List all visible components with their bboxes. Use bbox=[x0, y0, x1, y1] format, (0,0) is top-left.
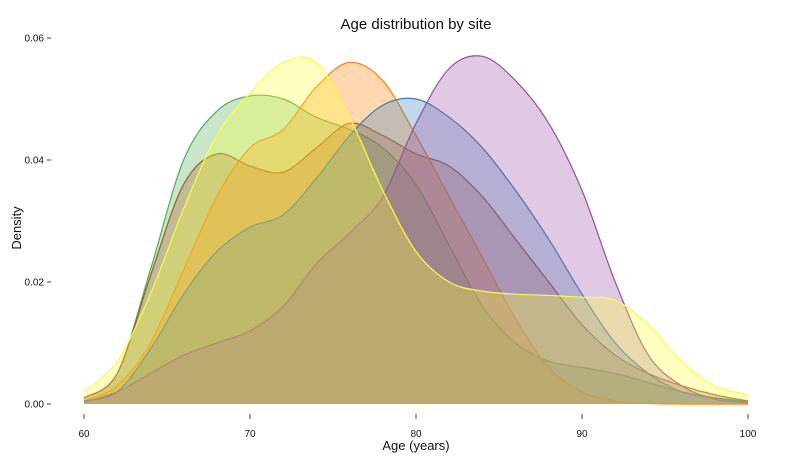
x-axis: 60 70 80 90 100 bbox=[78, 414, 757, 440]
x-tick-label-100: 100 bbox=[740, 429, 757, 440]
density-line-4 bbox=[83, 97, 749, 403]
x-tick-label-80: 80 bbox=[410, 429, 422, 440]
density-area-2 bbox=[84, 123, 748, 404]
density-area-3 bbox=[84, 62, 748, 404]
density-area-1 bbox=[84, 95, 748, 405]
y-axis-label: Density bbox=[9, 206, 24, 250]
density-line-1 bbox=[83, 94, 749, 402]
density-area-5 bbox=[84, 55, 748, 405]
density-line-6 bbox=[83, 56, 749, 396]
y-tick-label-0.02: 0.02 bbox=[25, 278, 45, 289]
y-tick-label-0.00: 0.00 bbox=[25, 400, 45, 411]
x-tick-label-60: 60 bbox=[78, 429, 90, 440]
density-line-5 bbox=[83, 55, 749, 404]
y-axis: 0.00 0.02 0.04 0.06 bbox=[25, 34, 51, 411]
x-axis-label: Age (years) bbox=[382, 438, 449, 453]
density-line-3 bbox=[83, 61, 748, 405]
density-areas bbox=[83, 55, 749, 405]
chart-title: Age distribution by site bbox=[341, 16, 492, 33]
x-tick-label-90: 90 bbox=[576, 429, 588, 440]
x-tick-label-70: 70 bbox=[244, 429, 256, 440]
y-tick-label-0.06: 0.06 bbox=[25, 34, 45, 45]
density-area-6 bbox=[84, 56, 748, 405]
density-line-2 bbox=[83, 122, 749, 402]
y-tick-label-0.04: 0.04 bbox=[25, 156, 45, 167]
